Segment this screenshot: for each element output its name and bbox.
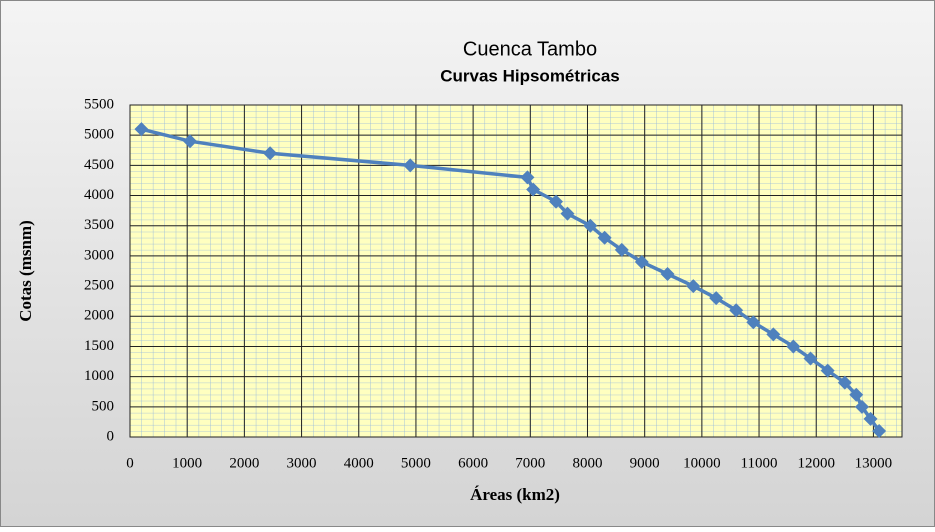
x-tick-label: 5000: [401, 455, 431, 471]
x-tick-label: 8000: [572, 455, 602, 471]
data-point: [686, 279, 701, 294]
x-tick-label: 9000: [630, 455, 660, 471]
y-tick-label: 5500: [84, 96, 114, 112]
x-tick-label: 12000: [797, 455, 835, 471]
x-tick-label: 11000: [741, 455, 778, 471]
data-point: [660, 267, 675, 282]
x-tick-label: 10000: [683, 455, 721, 471]
chart-subtitle: Curvas Hipsométricas: [440, 66, 620, 85]
minor-grid: [130, 105, 902, 437]
data-point: [526, 182, 541, 197]
y-axis-label: Cotas (msnm): [16, 220, 35, 322]
y-tick-label: 2000: [84, 308, 114, 324]
data-point: [729, 303, 744, 318]
data-point: [520, 170, 535, 185]
y-tick-label: 5000: [84, 127, 114, 143]
y-tick-label: 2500: [84, 278, 114, 294]
data-point: [863, 411, 878, 426]
y-tick-label: 3500: [84, 217, 114, 233]
data-point: [134, 122, 149, 137]
data-point: [746, 315, 761, 330]
data-point: [263, 146, 278, 161]
data-point: [634, 254, 649, 269]
data-point: [837, 375, 852, 390]
y-tick-label: 4500: [84, 157, 114, 173]
data-point: [709, 291, 724, 306]
data-point: [583, 218, 598, 233]
x-axis-label: Áreas (km2): [470, 485, 560, 504]
data-point: [183, 134, 198, 149]
data-point: [786, 339, 801, 354]
chart-title: Cuenca Tambo: [463, 38, 597, 60]
data-point: [403, 158, 418, 173]
data-point: [549, 194, 564, 209]
x-tick-label: 6000: [458, 455, 488, 471]
data-point: [820, 363, 835, 378]
x-tick-label: 3000: [287, 455, 317, 471]
x-tick-label: 13000: [855, 455, 893, 471]
y-tick-label: 3000: [84, 247, 114, 263]
plot-border: [129, 104, 903, 438]
data-point: [803, 351, 818, 366]
x-tick-label: 0: [126, 455, 134, 471]
x-tick-label: 7000: [515, 455, 545, 471]
y-tick-label: 0: [107, 428, 115, 444]
x-tick-label: 2000: [229, 455, 259, 471]
y-tick-label: 4000: [84, 187, 114, 203]
data-point: [560, 206, 575, 221]
data-point: [766, 327, 781, 342]
data-point: [597, 230, 612, 245]
data-point: [849, 387, 864, 402]
y-tick-label: 1500: [84, 338, 114, 354]
y-tick-label: 500: [92, 398, 115, 414]
data-point: [854, 399, 869, 414]
y-tick-label: 1000: [84, 368, 114, 384]
data-point: [872, 423, 887, 438]
x-tick-label: 4000: [344, 455, 374, 471]
x-tick-label: 1000: [172, 455, 202, 471]
data-point: [614, 242, 629, 257]
